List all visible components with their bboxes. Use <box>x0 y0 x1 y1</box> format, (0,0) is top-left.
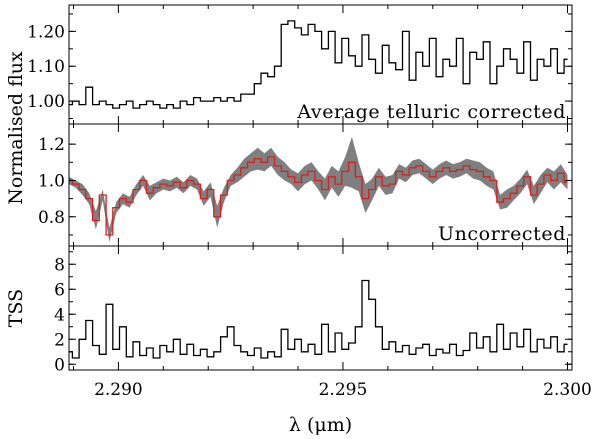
panel-1: 1.00 1.10 1.20 Average telluric corrected <box>27 4 573 125</box>
x-axis-label: λ (μm) <box>289 414 352 436</box>
plot-area <box>69 20 568 109</box>
x-tick-label: 2.290 <box>94 380 143 400</box>
error-band <box>69 136 568 243</box>
series-line-1 <box>69 279 568 359</box>
y-tick-label: 2 <box>54 330 65 350</box>
series-line-1 <box>69 156 568 236</box>
shared-ylabel: Normalised flux <box>5 51 27 205</box>
y-tick-label: 1.00 <box>27 92 65 112</box>
plot-area <box>69 279 568 359</box>
x-tick-label: 2.295 <box>319 380 368 400</box>
y-tick-label: 0 <box>54 355 65 375</box>
y-tick-label: 6 <box>54 280 65 300</box>
series-line-1 <box>69 20 568 109</box>
y-tick-label: 0.8 <box>38 208 65 228</box>
panel-label: Uncorrected <box>438 223 566 245</box>
panel-2: 0.8 1.0 1.2 Uncorrected <box>38 123 573 247</box>
y-axis-label: TSS <box>5 289 27 327</box>
y-tick-label: 1.20 <box>27 22 65 42</box>
x-tick-label: 2.300 <box>543 380 592 400</box>
panel-frame <box>68 245 573 371</box>
panel-3: 0 2 4 6 8 TSS 2.290 2.295 2.300 λ (μm) <box>5 245 592 436</box>
y-tick-label: 8 <box>54 255 65 275</box>
y-tick-label: 1.0 <box>38 171 65 191</box>
y-tick-label: 4 <box>54 305 65 325</box>
plot-area <box>69 136 568 243</box>
y-tick-label: 1.2 <box>38 135 65 155</box>
panel-label: Average telluric corrected <box>296 101 566 123</box>
y-tick-label: 1.10 <box>27 57 65 77</box>
